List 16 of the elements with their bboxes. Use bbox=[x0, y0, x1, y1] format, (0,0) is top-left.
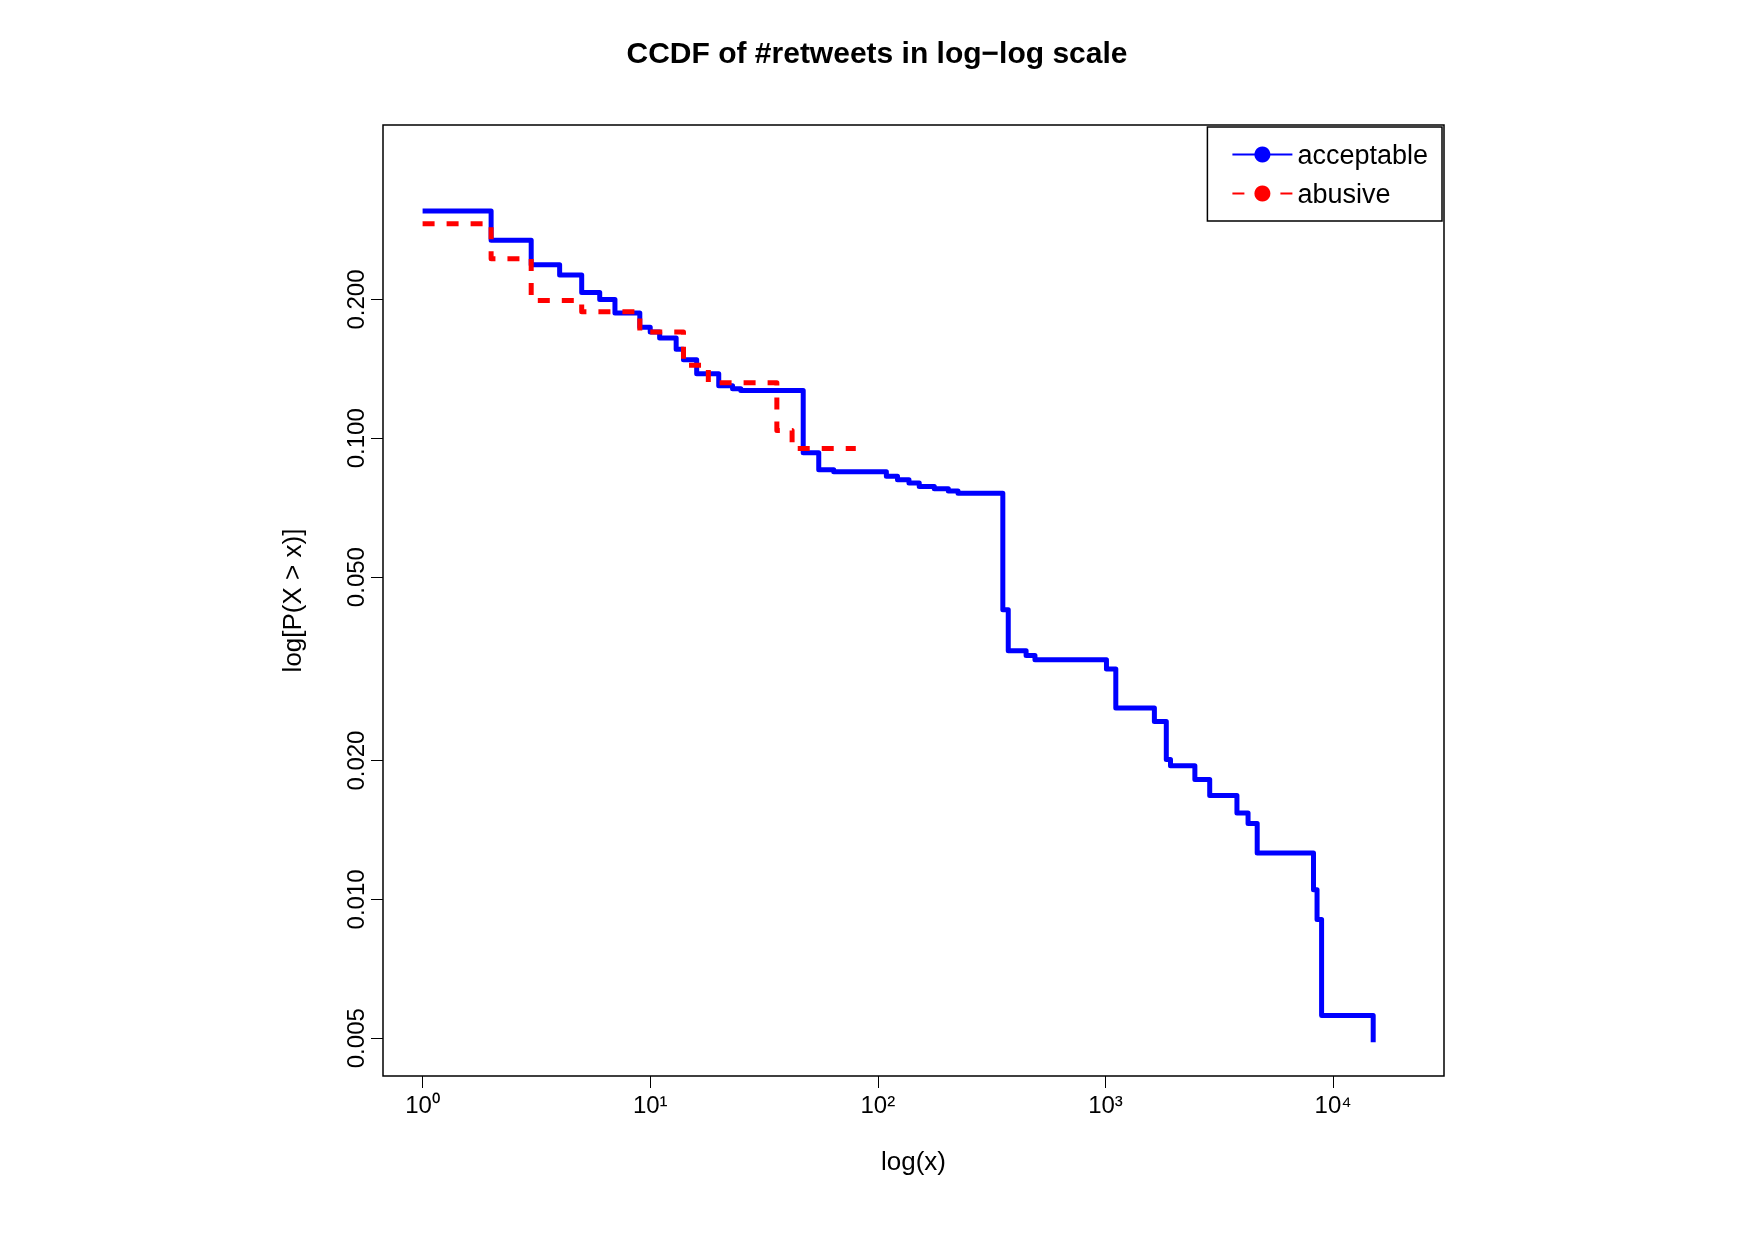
legend-label: acceptable bbox=[1297, 139, 1429, 170]
y-tick-label: 0.200 bbox=[341, 269, 369, 330]
x-tick-label: 10² bbox=[860, 1090, 896, 1118]
y-tick-label: 0.005 bbox=[341, 1008, 369, 1069]
x-axis-title: log(x) bbox=[880, 1146, 947, 1176]
y-tick-label: 0.050 bbox=[341, 547, 369, 608]
y-tick-label: 0.100 bbox=[341, 408, 369, 469]
x-tick-label: 10³ bbox=[1088, 1090, 1123, 1118]
chart-title: CCDF of #retweets in log−log scale bbox=[626, 35, 1128, 69]
y-tick-label: 0.010 bbox=[341, 869, 369, 930]
y-axis-title: log[P(X > x)] bbox=[277, 528, 307, 673]
y-tick-label: 0.020 bbox=[341, 730, 369, 791]
x-tick-label: 10¹ bbox=[632, 1090, 668, 1118]
legend-label: abusive bbox=[1297, 178, 1391, 209]
x-tick-label: 10⁴ bbox=[1314, 1090, 1352, 1118]
x-tick-label: 10⁰ bbox=[405, 1090, 440, 1118]
